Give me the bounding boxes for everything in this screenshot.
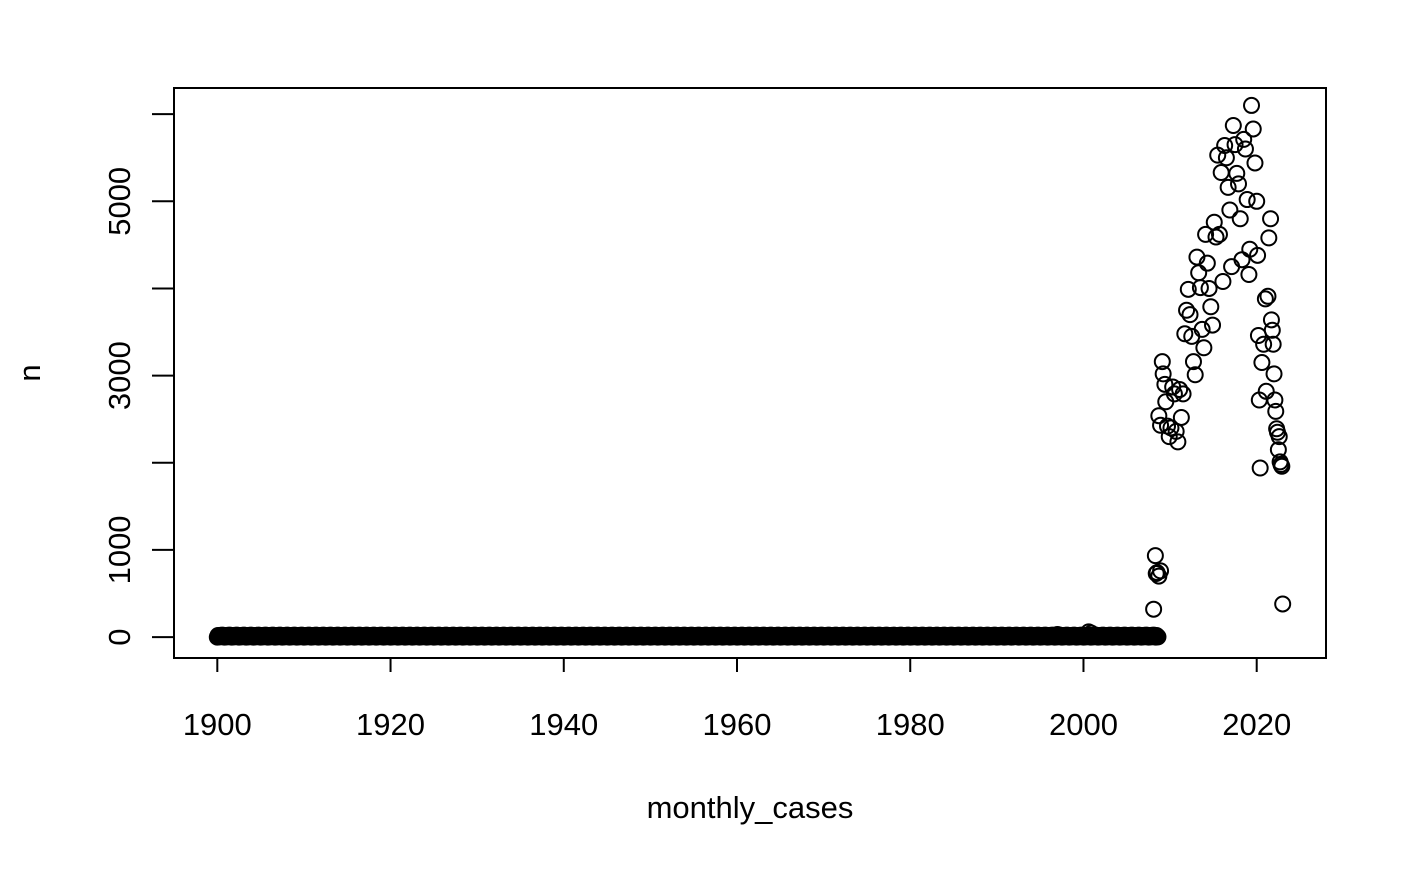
data-point — [1260, 229, 1278, 247]
data-point — [1200, 279, 1218, 297]
x-axis: 1900 1920 1940 1960 1980 2000 2020 — [183, 657, 1291, 742]
data-point — [1186, 366, 1204, 384]
data-point — [1263, 321, 1281, 339]
data-point — [1223, 258, 1241, 276]
data-point — [1256, 290, 1274, 308]
data-point — [1204, 316, 1222, 334]
data-point — [1235, 130, 1253, 148]
data-point — [1048, 625, 1066, 643]
data-point — [1267, 402, 1285, 420]
data-point — [1082, 624, 1100, 642]
data-point — [1216, 137, 1234, 155]
data-point — [1179, 280, 1197, 298]
data-point — [1230, 175, 1248, 193]
y-tick-label: 5000 — [102, 167, 137, 236]
data-point — [1150, 407, 1168, 425]
data-point — [1240, 266, 1258, 284]
data-point — [1174, 385, 1192, 403]
data-point — [1233, 251, 1251, 269]
data-point — [1243, 96, 1261, 114]
data-point — [1172, 408, 1190, 426]
data-point — [1149, 628, 1167, 646]
data-point — [1154, 365, 1172, 383]
data-point — [1190, 264, 1208, 282]
data-point — [1259, 287, 1277, 305]
data-point — [1231, 210, 1249, 228]
data-point — [1224, 116, 1242, 134]
data-point — [1257, 382, 1275, 400]
y-axis: 0 1000 3000 5000 — [102, 113, 175, 646]
x-tick-label: 2000 — [1049, 707, 1118, 742]
data-point — [1262, 311, 1280, 329]
data-point — [1246, 154, 1264, 172]
data-point — [1210, 225, 1228, 243]
data-point — [1152, 416, 1170, 434]
data-point — [1171, 381, 1189, 399]
y-tick-label: 0 — [102, 628, 137, 645]
data-point — [1169, 433, 1187, 451]
data-point — [1262, 210, 1280, 228]
data-point — [1157, 393, 1175, 411]
data-point — [1207, 228, 1225, 246]
data-point — [1212, 164, 1230, 182]
data-point — [1249, 246, 1267, 264]
data-point — [1226, 136, 1244, 154]
data-point — [1214, 272, 1232, 290]
data-point — [1270, 428, 1288, 446]
data-point — [1274, 595, 1292, 613]
y-tick-label: 1000 — [102, 515, 137, 584]
data-point — [1264, 335, 1282, 353]
data-point — [1266, 391, 1284, 409]
data-point — [1217, 149, 1235, 167]
data-point — [1153, 353, 1171, 371]
data-point — [1244, 120, 1262, 138]
data-point — [1249, 327, 1267, 345]
data-point — [1178, 301, 1196, 319]
data-point — [1248, 192, 1266, 210]
data-point — [1156, 375, 1174, 393]
data-point — [1238, 191, 1256, 209]
data-point — [1197, 225, 1215, 243]
x-tick-label: 2020 — [1222, 707, 1291, 742]
x-tick-label: 1980 — [876, 707, 945, 742]
data-point — [1228, 164, 1246, 182]
x-tick-label: 1900 — [183, 707, 252, 742]
data-point — [997, 627, 1015, 645]
data-point — [1251, 459, 1269, 477]
data-point — [1236, 140, 1254, 158]
data-point — [1273, 457, 1291, 475]
data-point — [1202, 298, 1220, 316]
data-point — [1165, 385, 1183, 403]
data-point — [1191, 279, 1209, 297]
x-axis-label: monthly_cases — [647, 790, 854, 825]
data-point — [1253, 354, 1271, 372]
data-point — [1184, 353, 1202, 371]
data-point — [1219, 178, 1237, 196]
x-tick-label: 1940 — [529, 707, 598, 742]
y-axis-label: n — [12, 364, 47, 381]
data-point — [1198, 254, 1216, 272]
x-tick-label: 1960 — [703, 707, 772, 742]
y-tick-label: 3000 — [102, 341, 137, 410]
data-point — [1265, 365, 1283, 383]
data-point — [1255, 335, 1273, 353]
data-point — [1145, 600, 1163, 618]
data-point — [1146, 547, 1164, 565]
data-point — [1147, 564, 1165, 582]
x-tick-label: 1920 — [356, 707, 425, 742]
data-point — [1181, 306, 1199, 324]
data-point — [1193, 320, 1211, 338]
data-point — [1195, 339, 1213, 357]
data-point — [1221, 201, 1239, 219]
points-layer — [208, 96, 1292, 646]
